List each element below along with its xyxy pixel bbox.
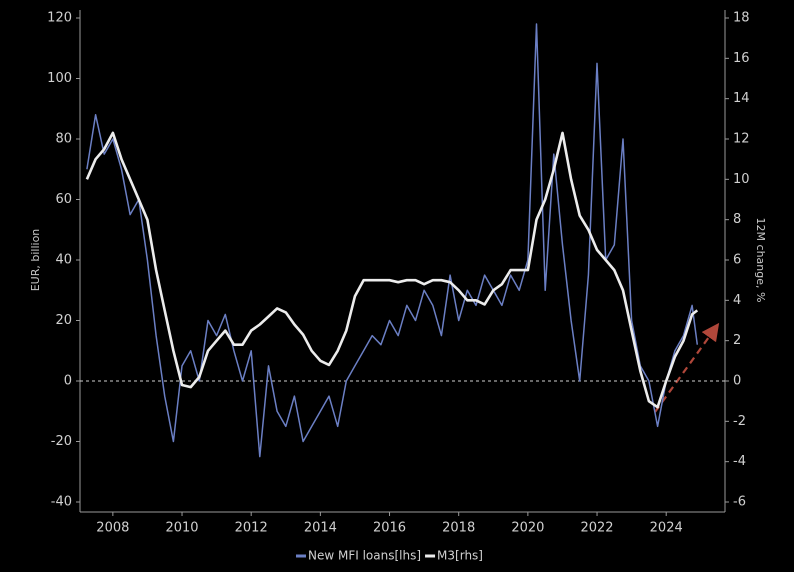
y2-tick-label: 6 (733, 253, 741, 268)
y2-tick-label: 2 (733, 333, 741, 348)
legend-label: New MFI loans[lhs] (308, 549, 421, 563)
y2-tick-label: -4 (733, 454, 746, 469)
y-tick-label: -40 (51, 495, 72, 510)
y-tick-label: 60 (55, 192, 72, 207)
legend: New MFI loans[lhs] M3[rhs] (296, 549, 483, 563)
y2-tick-label: 4 (733, 293, 741, 308)
y2-axis-title: 12M change, % (754, 218, 767, 303)
y2-tick-label: -6 (733, 495, 746, 510)
y2-tick-label: 10 (733, 172, 750, 187)
y-tick-label: 120 (47, 11, 72, 26)
y2-tick-label: 8 (733, 212, 741, 227)
y2-tick-label: 18 (733, 11, 750, 26)
x-tick-label: 2020 (511, 521, 544, 536)
y-tick-label: -20 (51, 434, 72, 449)
y2-tick-label: 0 (733, 374, 741, 389)
y-tick-label: 0 (64, 374, 72, 389)
series-line (86, 23, 699, 458)
trend-arrow (654, 322, 720, 413)
y-tick-label: 100 (47, 71, 72, 86)
x-tick-label: 2012 (235, 521, 268, 536)
y-axis-title: EUR, billion (29, 229, 42, 292)
x-tick-label: 2024 (650, 521, 683, 536)
y2-tick-label: 16 (733, 51, 750, 66)
y-tick-label: 80 (55, 132, 72, 147)
y-tick-label: 40 (55, 253, 72, 268)
x-tick-label: 2008 (96, 521, 129, 536)
x-tick-label: 2014 (304, 521, 337, 536)
y2-tick-label: -2 (733, 414, 746, 429)
series-line (85, 131, 699, 409)
x-tick-label: 2016 (373, 521, 406, 536)
x-tick-label: 2022 (580, 521, 613, 536)
y2-tick-label: 14 (733, 91, 750, 106)
y2-tick-label: 12 (733, 132, 750, 147)
x-tick-label: 2010 (165, 521, 198, 536)
x-tick-label: 2018 (442, 521, 475, 536)
y-tick-label: 20 (55, 313, 72, 328)
legend-label: M3[rhs] (437, 549, 483, 563)
